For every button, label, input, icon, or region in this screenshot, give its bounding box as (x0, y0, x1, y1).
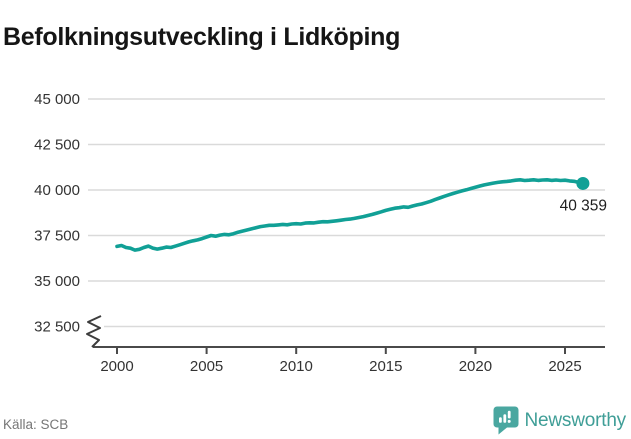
source-credit: Källa: SCB (3, 417, 69, 432)
y-tick-label: 37 500 (34, 228, 80, 245)
x-tick-label: 2000 (100, 358, 133, 375)
newsworthy-bubble-chart-icon (493, 406, 519, 435)
latest-value-label: 40 359 (560, 197, 607, 214)
x-tick-label: 2010 (280, 358, 313, 375)
brand-logo: Newsworthy (493, 406, 626, 435)
population-line (115, 178, 585, 252)
x-tick-label: 2015 (369, 358, 402, 375)
x-tick-label: 2025 (548, 358, 581, 375)
latest-value-dot (576, 176, 590, 190)
chart-footer: Källa: SCB Newsworthy (0, 401, 631, 439)
y-tick-label: 35 000 (34, 273, 80, 290)
brand-name: Newsworthy (524, 409, 627, 431)
y-tick-label: 32 500 (34, 319, 80, 336)
x-tick-label: 2020 (459, 358, 492, 375)
x-tick-label: 2005 (190, 358, 223, 375)
page-title: Befolkningsutveckling i Lidköping (3, 22, 401, 51)
y-tick-label: 45 000 (34, 91, 80, 108)
y-axis-break-icon (86, 315, 102, 348)
y-tick-label: 40 000 (34, 182, 80, 199)
y-tick-label: 42 500 (34, 137, 80, 154)
